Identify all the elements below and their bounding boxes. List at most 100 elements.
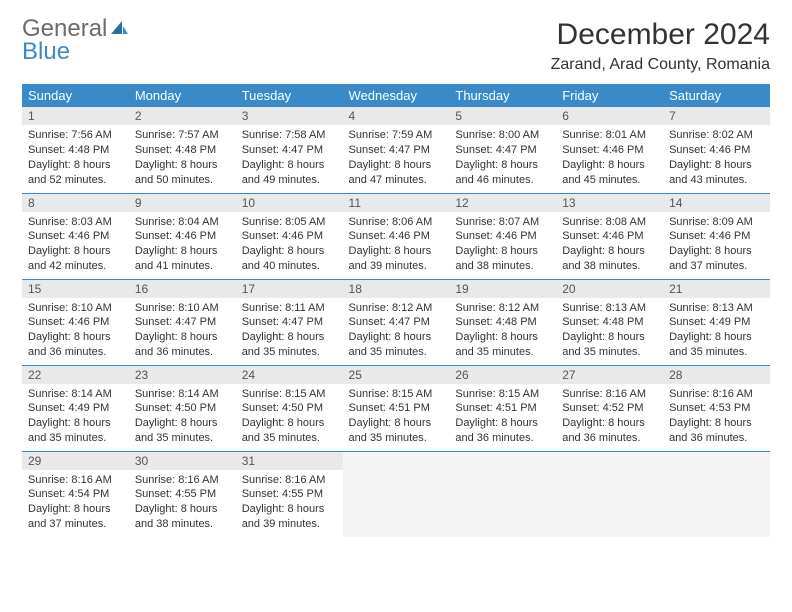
day-number: 21 xyxy=(663,280,770,298)
day-number: 27 xyxy=(556,366,663,384)
day-content: Sunrise: 8:00 AMSunset: 4:47 PMDaylight:… xyxy=(449,125,556,191)
calendar-cell: 10Sunrise: 8:05 AMSunset: 4:46 PMDayligh… xyxy=(236,193,343,279)
daylight-line: Daylight: 8 hours and 40 minutes. xyxy=(242,245,325,272)
sunset-line: Sunset: 4:54 PM xyxy=(28,488,109,500)
day-content: Sunrise: 8:12 AMSunset: 4:47 PMDaylight:… xyxy=(343,298,450,364)
day-content: Sunrise: 7:58 AMSunset: 4:47 PMDaylight:… xyxy=(236,125,343,191)
day-number: 17 xyxy=(236,280,343,298)
sunset-line: Sunset: 4:46 PM xyxy=(349,230,430,242)
day-content: Sunrise: 8:15 AMSunset: 4:51 PMDaylight:… xyxy=(449,384,556,450)
calendar-week-row: 1Sunrise: 7:56 AMSunset: 4:48 PMDaylight… xyxy=(22,107,770,193)
day-content: Sunrise: 8:05 AMSunset: 4:46 PMDaylight:… xyxy=(236,212,343,278)
day-number: 1 xyxy=(22,107,129,125)
day-content: Sunrise: 7:59 AMSunset: 4:47 PMDaylight:… xyxy=(343,125,450,191)
sunset-line: Sunset: 4:46 PM xyxy=(28,230,109,242)
sunrise-line: Sunrise: 8:12 AM xyxy=(349,302,433,314)
sunrise-line: Sunrise: 8:16 AM xyxy=(28,474,112,486)
weekday-header: Saturday xyxy=(663,84,770,107)
day-content: Sunrise: 8:16 AMSunset: 4:54 PMDaylight:… xyxy=(22,470,129,536)
sunrise-line: Sunrise: 8:09 AM xyxy=(669,216,753,228)
sunset-line: Sunset: 4:55 PM xyxy=(242,488,323,500)
day-number: 8 xyxy=(22,194,129,212)
sunrise-line: Sunrise: 8:05 AM xyxy=(242,216,326,228)
calendar-cell: 27Sunrise: 8:16 AMSunset: 4:52 PMDayligh… xyxy=(556,365,663,451)
day-content: Sunrise: 8:11 AMSunset: 4:47 PMDaylight:… xyxy=(236,298,343,364)
sunrise-line: Sunrise: 8:07 AM xyxy=(455,216,539,228)
calendar-cell: 19Sunrise: 8:12 AMSunset: 4:48 PMDayligh… xyxy=(449,279,556,365)
day-number: 9 xyxy=(129,194,236,212)
daylight-line: Daylight: 8 hours and 35 minutes. xyxy=(135,417,218,444)
day-content: Sunrise: 8:02 AM Sunset: 4:46 PM Daylight:… xyxy=(663,125,770,191)
sunset-line: Sunset: 4:46 PM xyxy=(135,230,216,242)
daylight-line: Daylight: 8 hours and 42 minutes. xyxy=(28,245,111,272)
daylight-line: Daylight: 8 hours and 36 minutes. xyxy=(135,331,218,358)
calendar-cell: 21Sunrise: 8:13 AMSunset: 4:49 PMDayligh… xyxy=(663,279,770,365)
calendar-cell: 29Sunrise: 8:16 AMSunset: 4:54 PMDayligh… xyxy=(22,451,129,537)
day-content: Sunrise: 8:16 AMSunset: 4:55 PMDaylight:… xyxy=(236,470,343,536)
day-content: Sunrise: 7:57 AMSunset: 4:48 PMDaylight:… xyxy=(129,125,236,191)
calendar-cell: 6Sunrise: 8:01 AMSunset: 4:46 PMDaylight… xyxy=(556,107,663,193)
day-content: Sunrise: 8:10 AMSunset: 4:47 PMDaylight:… xyxy=(129,298,236,364)
calendar-cell: 11Sunrise: 8:06 AMSunset: 4:46 PMDayligh… xyxy=(343,193,450,279)
day-content: Sunrise: 8:13 AMSunset: 4:48 PMDaylight:… xyxy=(556,298,663,364)
calendar-cell: 12Sunrise: 8:07 AMSunset: 4:46 PMDayligh… xyxy=(449,193,556,279)
daylight-line: Daylight: 8 hours and 36 minutes. xyxy=(562,417,645,444)
logo-text-blue: Blue xyxy=(22,38,70,65)
sunset-line: Sunset: 4:48 PM xyxy=(135,144,216,156)
daylight-line: Daylight: 8 hours and 35 minutes. xyxy=(562,331,645,358)
calendar-week-row: 22Sunrise: 8:14 AMSunset: 4:49 PMDayligh… xyxy=(22,365,770,451)
daylight-line: Daylight: 8 hours and 35 minutes. xyxy=(242,417,325,444)
daylight-line: Daylight: 8 hours and 43 minutes. xyxy=(669,159,752,186)
daylight-line: Daylight: 8 hours and 38 minutes. xyxy=(562,245,645,272)
sunset-line: Sunset: 4:49 PM xyxy=(669,316,750,328)
calendar-cell: 2Sunrise: 7:57 AMSunset: 4:48 PMDaylight… xyxy=(129,107,236,193)
sunset-line: Sunset: 4:46 PM xyxy=(562,230,643,242)
calendar-cell: 15Sunrise: 8:10 AMSunset: 4:46 PMDayligh… xyxy=(22,279,129,365)
weekday-header: Wednesday xyxy=(343,84,450,107)
day-number: 19 xyxy=(449,280,556,298)
weekday-header-row: SundayMondayTuesdayWednesdayThursdayFrid… xyxy=(22,84,770,107)
sunrise-line: Sunrise: 8:10 AM xyxy=(28,302,112,314)
calendar-week-row: 15Sunrise: 8:10 AMSunset: 4:46 PMDayligh… xyxy=(22,279,770,365)
sunrise-line: Sunrise: 8:16 AM xyxy=(242,474,326,486)
header: General Blue December 2024 Zarand, Arad … xyxy=(22,18,770,74)
sunrise-line: Sunrise: 8:16 AM xyxy=(669,388,753,400)
location: Zarand, Arad County, Romania xyxy=(551,56,770,74)
sunset-line: Sunset: 4:47 PM xyxy=(349,316,430,328)
day-number: 31 xyxy=(236,452,343,470)
sunset-line: Sunset: 4:52 PM xyxy=(562,402,643,414)
sunset-line: Sunset: 4:50 PM xyxy=(135,402,216,414)
day-number: 23 xyxy=(129,366,236,384)
calendar-table: SundayMondayTuesdayWednesdayThursdayFrid… xyxy=(22,84,770,537)
sunrise-line: Sunrise: 8:01 AM xyxy=(562,129,646,141)
day-content: Sunrise: 8:14 AMSunset: 4:49 PMDaylight:… xyxy=(22,384,129,450)
sunset-line: Sunset: 4:47 PM xyxy=(242,144,323,156)
sunset-line: Sunset: 4:53 PM xyxy=(669,402,750,414)
calendar-cell: 3Sunrise: 7:58 AMSunset: 4:47 PMDaylight… xyxy=(236,107,343,193)
sunrise-line: Sunrise: 8:11 AM xyxy=(242,302,325,314)
day-number: 28 xyxy=(663,366,770,384)
calendar-cell: 18Sunrise: 8:12 AMSunset: 4:47 PMDayligh… xyxy=(343,279,450,365)
daylight-line: Daylight: 8 hours and 38 minutes. xyxy=(455,245,538,272)
sunset-line: Sunset: 4:46 PM xyxy=(28,316,109,328)
day-content: Sunrise: 8:16 AMSunset: 4:52 PMDaylight:… xyxy=(556,384,663,450)
sunset-line: Sunset: 4:47 PM xyxy=(135,316,216,328)
sunrise-line: Sunrise: 8:02 AM xyxy=(669,129,753,141)
calendar-week-row: 29Sunrise: 8:16 AMSunset: 4:54 PMDayligh… xyxy=(22,451,770,537)
daylight-line: Daylight: 8 hours and 41 minutes. xyxy=(135,245,218,272)
calendar-cell: 1Sunrise: 7:56 AMSunset: 4:48 PMDaylight… xyxy=(22,107,129,193)
calendar-cell: 5Sunrise: 8:00 AMSunset: 4:47 PMDaylight… xyxy=(449,107,556,193)
sunrise-line: Sunrise: 8:12 AM xyxy=(455,302,539,314)
day-content: Sunrise: 8:15 AMSunset: 4:50 PMDaylight:… xyxy=(236,384,343,450)
day-number: 18 xyxy=(343,280,450,298)
calendar-cell: 8Sunrise: 8:03 AMSunset: 4:46 PMDaylight… xyxy=(22,193,129,279)
sunset-line: Sunset: 4:46 PM xyxy=(669,144,750,156)
calendar-cell: 13Sunrise: 8:08 AMSunset: 4:46 PMDayligh… xyxy=(556,193,663,279)
sunset-line: Sunset: 4:48 PM xyxy=(562,316,643,328)
sunrise-line: Sunrise: 8:16 AM xyxy=(135,474,219,486)
calendar-cell: 25Sunrise: 8:15 AMSunset: 4:51 PMDayligh… xyxy=(343,365,450,451)
calendar-cell: 16Sunrise: 8:10 AMSunset: 4:47 PMDayligh… xyxy=(129,279,236,365)
day-content: Sunrise: 8:09 AMSunset: 4:46 PMDaylight:… xyxy=(663,212,770,278)
day-number: 22 xyxy=(22,366,129,384)
calendar-cell: 9Sunrise: 8:04 AMSunset: 4:46 PMDaylight… xyxy=(129,193,236,279)
